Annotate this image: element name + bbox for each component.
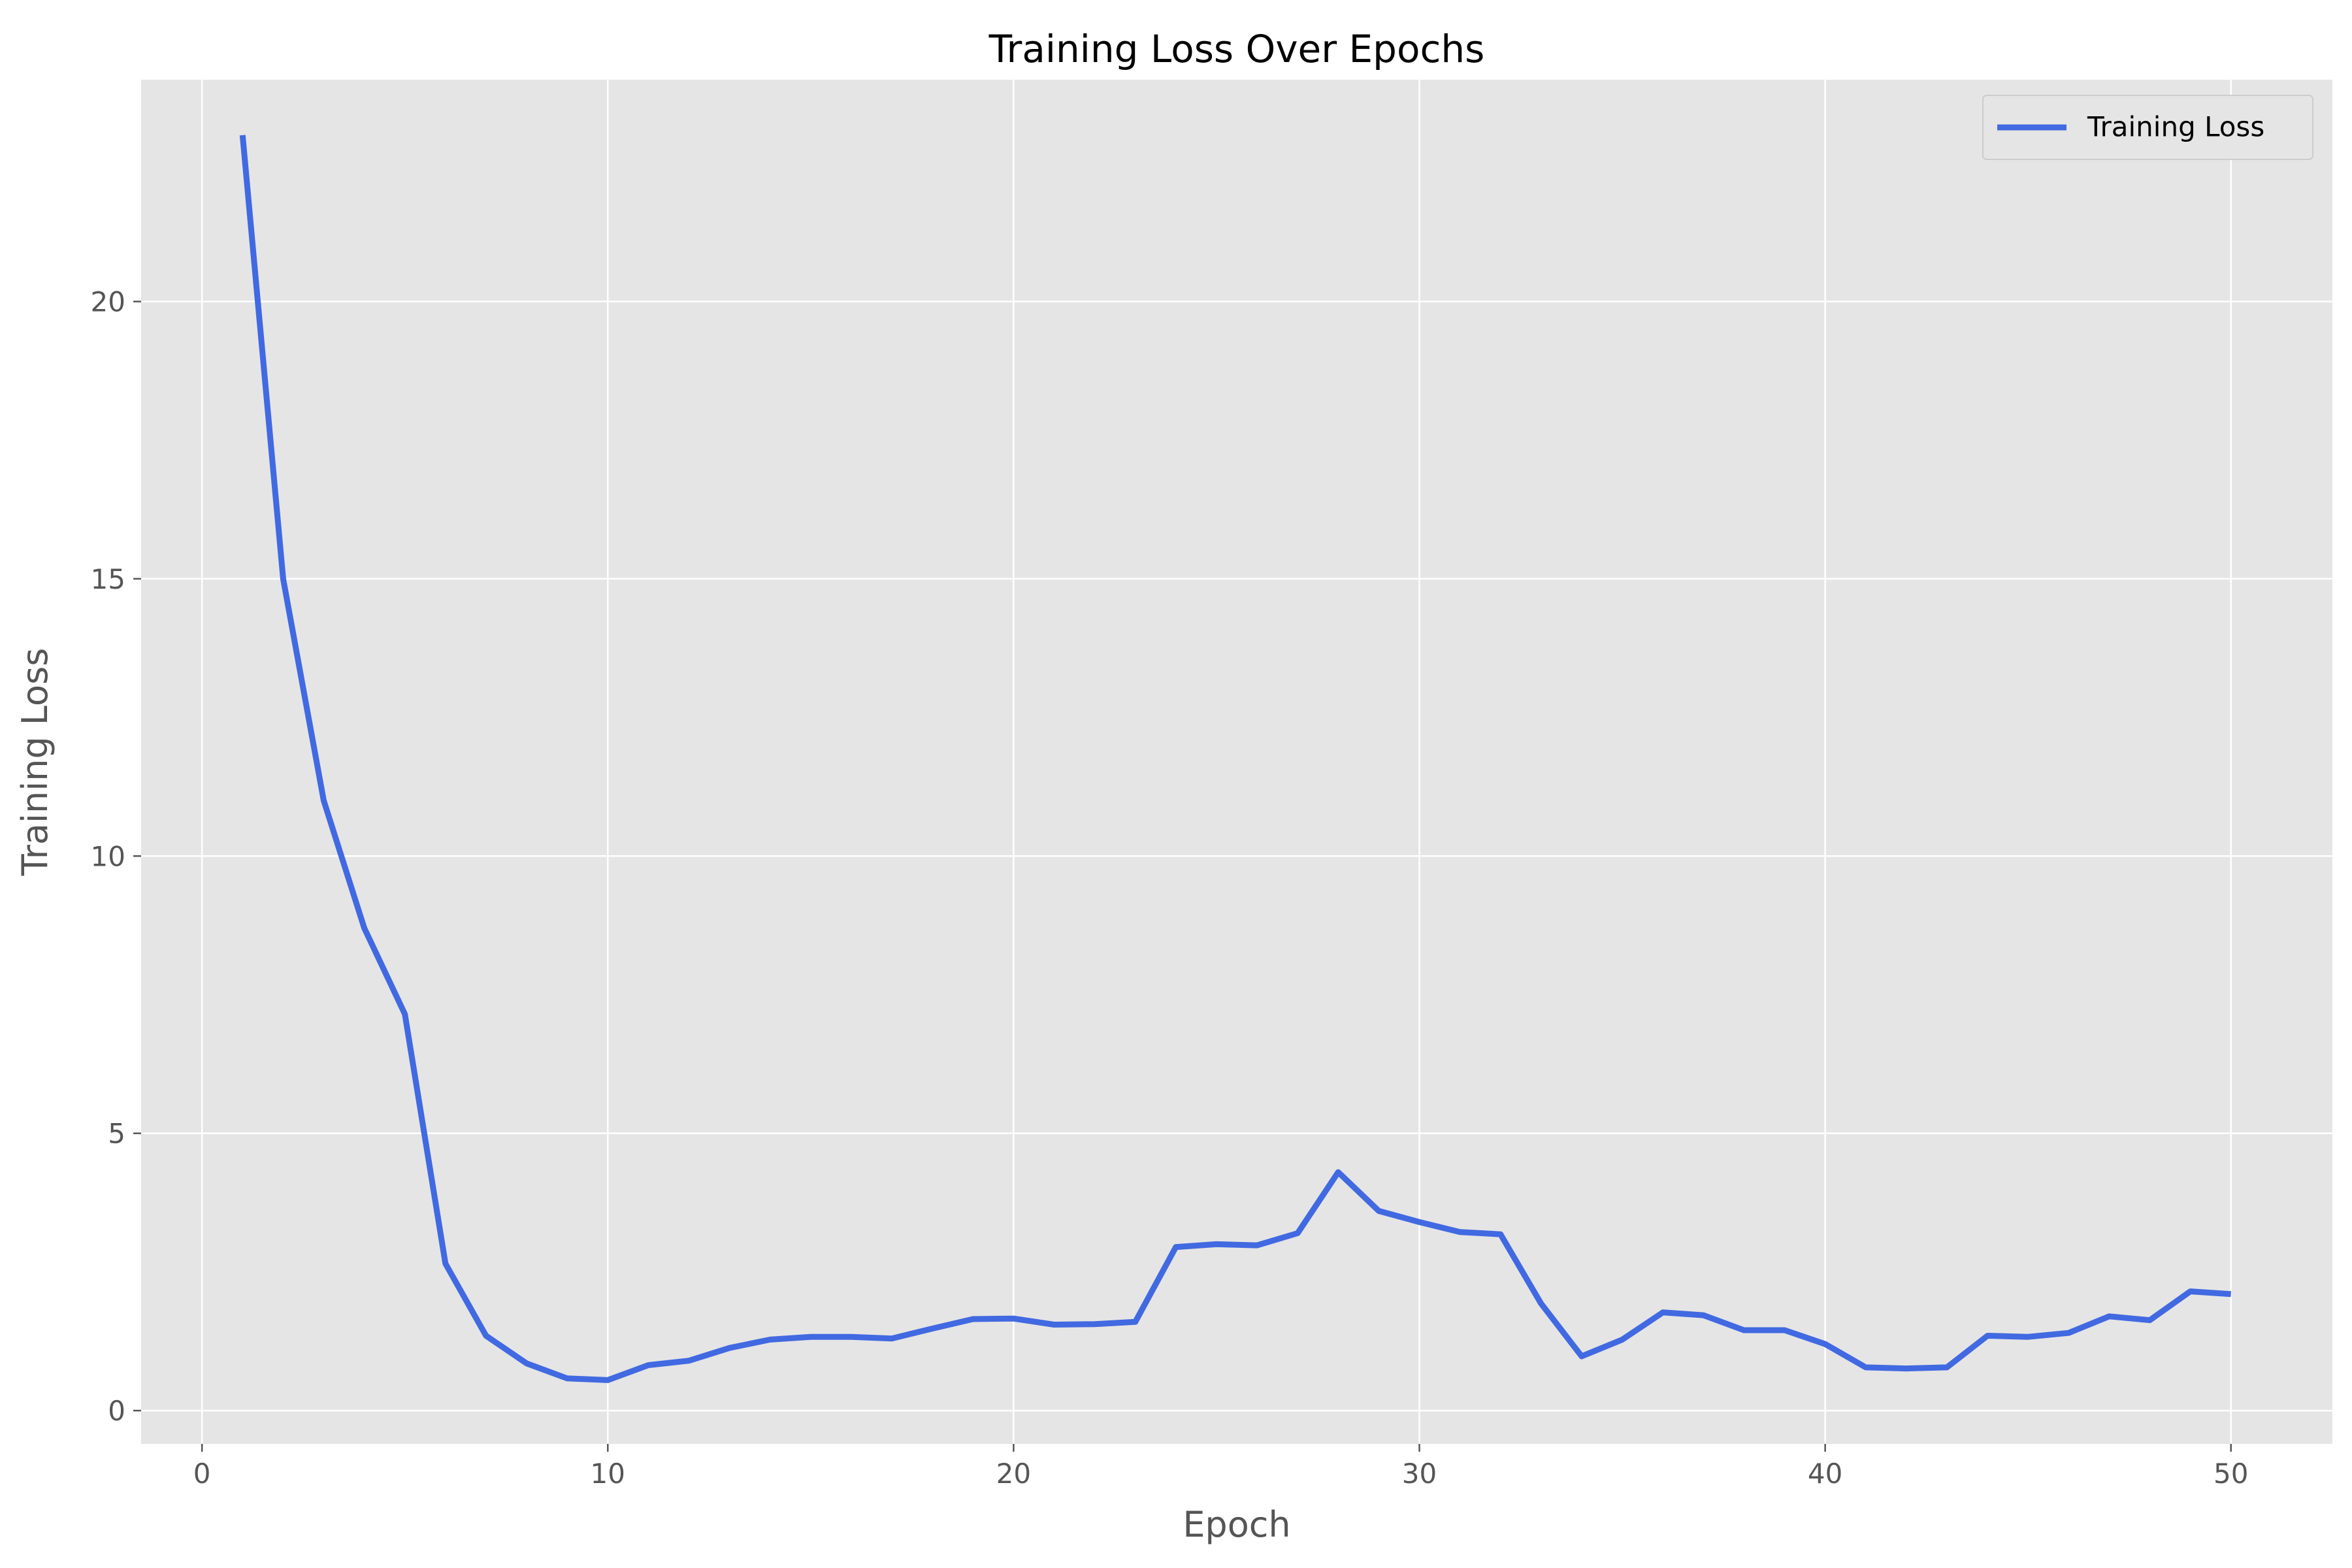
x-tick-label: 40 [1808, 1458, 1842, 1490]
x-axis-label: Epoch [1183, 1504, 1290, 1545]
y-axis-label: Training Loss [14, 648, 56, 877]
x-tick-label: 0 [193, 1458, 211, 1490]
legend-label-training-loss: Training Loss [2087, 111, 2264, 143]
y-tick-label: 0 [108, 1395, 125, 1427]
series-layer [239, 135, 2232, 1383]
grid-lines [141, 80, 2332, 1444]
x-tick-label: 20 [996, 1458, 1031, 1490]
x-tick-label: 10 [591, 1458, 625, 1490]
y-tick-label: 15 [91, 563, 125, 595]
y-tick-label: 10 [91, 840, 125, 872]
legend: Training Loss [1982, 95, 2313, 160]
x-tick-label: 30 [1402, 1458, 1437, 1490]
plot-area [141, 80, 2332, 1444]
chart-title: Training Loss Over Epochs [988, 27, 1485, 71]
y-tick-label: 5 [108, 1118, 125, 1150]
legend-box [1982, 95, 2313, 160]
x-axis-ticks: 0 10 20 30 40 50 [193, 1444, 2248, 1490]
x-tick-label: 50 [2213, 1458, 2248, 1490]
y-axis-ticks: 0 5 10 15 20 [91, 286, 141, 1427]
y-tick-label: 20 [91, 286, 125, 318]
series-line-training-loss [239, 135, 2232, 1383]
